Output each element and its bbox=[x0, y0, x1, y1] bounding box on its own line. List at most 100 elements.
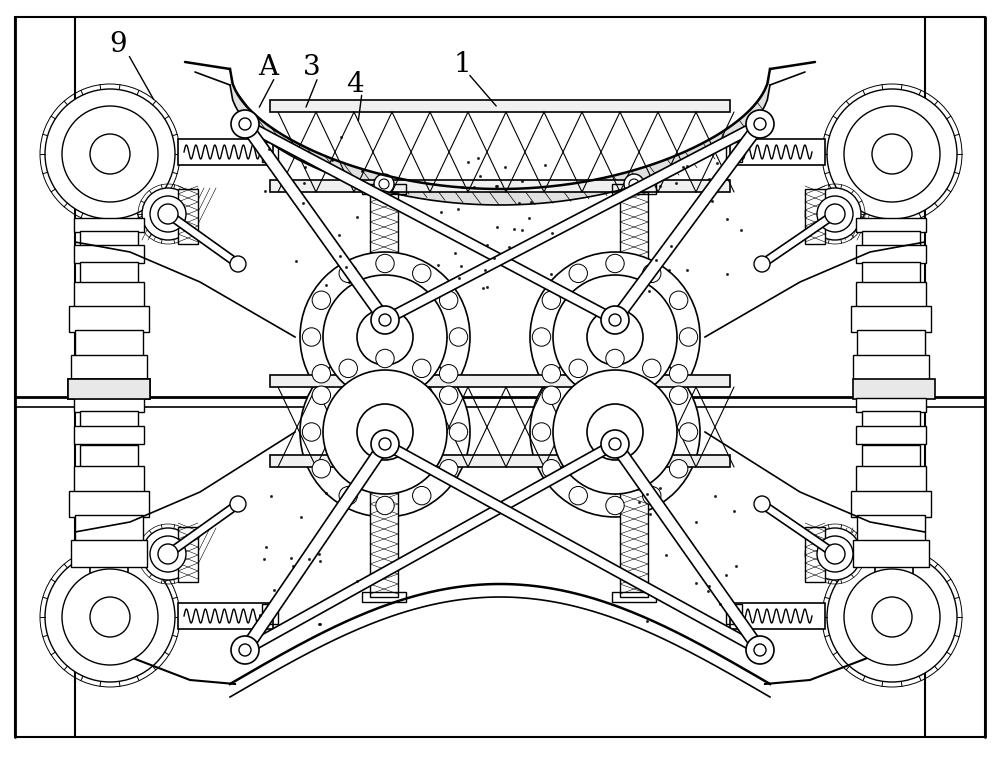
Circle shape bbox=[339, 391, 357, 410]
Circle shape bbox=[150, 196, 186, 232]
Polygon shape bbox=[610, 120, 765, 323]
Bar bbox=[856, 398, 926, 412]
Bar bbox=[726, 142, 742, 162]
Bar bbox=[612, 312, 656, 322]
Circle shape bbox=[827, 552, 957, 682]
Circle shape bbox=[230, 496, 246, 512]
Point bbox=[486, 252, 502, 265]
Bar bbox=[80, 411, 138, 427]
Bar bbox=[178, 189, 198, 244]
Polygon shape bbox=[760, 501, 837, 557]
Circle shape bbox=[679, 423, 698, 442]
Polygon shape bbox=[240, 441, 390, 653]
Point bbox=[450, 203, 466, 215]
Circle shape bbox=[553, 275, 677, 399]
Circle shape bbox=[877, 139, 907, 169]
Circle shape bbox=[809, 188, 861, 240]
Bar bbox=[74, 398, 144, 412]
Point bbox=[675, 161, 691, 173]
Circle shape bbox=[439, 291, 458, 310]
Point bbox=[258, 540, 274, 553]
Circle shape bbox=[413, 264, 431, 283]
Point bbox=[477, 263, 493, 276]
Bar bbox=[362, 312, 406, 322]
Bar bbox=[856, 282, 926, 308]
Point bbox=[333, 130, 349, 143]
Polygon shape bbox=[240, 120, 390, 323]
Circle shape bbox=[606, 401, 624, 420]
Bar bbox=[178, 603, 273, 629]
Circle shape bbox=[872, 597, 912, 637]
Circle shape bbox=[158, 544, 178, 564]
Point bbox=[709, 157, 725, 169]
Circle shape bbox=[754, 496, 770, 512]
Circle shape bbox=[530, 347, 700, 517]
Circle shape bbox=[62, 569, 158, 665]
Circle shape bbox=[601, 430, 629, 458]
Point bbox=[256, 554, 272, 566]
Circle shape bbox=[542, 386, 561, 405]
Point bbox=[454, 181, 470, 194]
Circle shape bbox=[439, 459, 458, 478]
Point bbox=[324, 154, 340, 166]
Circle shape bbox=[754, 256, 770, 272]
Point bbox=[470, 151, 486, 164]
Circle shape bbox=[300, 347, 470, 517]
Point bbox=[652, 482, 668, 494]
Circle shape bbox=[230, 256, 246, 272]
Circle shape bbox=[827, 206, 843, 222]
Circle shape bbox=[95, 602, 125, 632]
Circle shape bbox=[817, 196, 853, 232]
Circle shape bbox=[142, 188, 194, 240]
Circle shape bbox=[302, 423, 321, 442]
Circle shape bbox=[569, 264, 587, 283]
Circle shape bbox=[312, 386, 331, 405]
Circle shape bbox=[95, 139, 125, 169]
Point bbox=[663, 239, 679, 252]
Point bbox=[688, 577, 704, 589]
Bar bbox=[80, 262, 138, 284]
Bar bbox=[74, 245, 144, 263]
Point bbox=[451, 272, 467, 284]
Point bbox=[497, 161, 513, 173]
Circle shape bbox=[669, 386, 688, 405]
Point bbox=[700, 585, 716, 598]
Circle shape bbox=[643, 391, 661, 410]
Circle shape bbox=[231, 636, 259, 664]
Bar bbox=[80, 445, 138, 467]
Circle shape bbox=[439, 386, 458, 405]
Bar bbox=[370, 472, 398, 597]
Bar bbox=[875, 222, 913, 397]
Bar bbox=[178, 139, 273, 165]
Bar bbox=[262, 604, 278, 624]
Circle shape bbox=[669, 459, 688, 478]
Point bbox=[648, 254, 664, 266]
Point bbox=[475, 283, 491, 295]
Circle shape bbox=[877, 602, 907, 632]
Bar bbox=[851, 306, 931, 332]
Circle shape bbox=[569, 486, 587, 505]
Polygon shape bbox=[166, 501, 240, 557]
Point bbox=[479, 239, 495, 251]
Circle shape bbox=[827, 89, 957, 219]
Text: 4: 4 bbox=[346, 72, 364, 98]
Point bbox=[641, 285, 657, 297]
Bar bbox=[68, 379, 150, 399]
Circle shape bbox=[809, 528, 861, 580]
Bar bbox=[362, 592, 406, 602]
Bar bbox=[730, 139, 825, 165]
Point bbox=[652, 179, 668, 191]
Point bbox=[658, 549, 674, 561]
Circle shape bbox=[339, 486, 357, 505]
Circle shape bbox=[160, 206, 176, 222]
Polygon shape bbox=[243, 120, 617, 324]
Point bbox=[447, 247, 463, 259]
Bar bbox=[69, 491, 149, 517]
Bar bbox=[853, 355, 929, 382]
Point bbox=[433, 205, 449, 218]
Point bbox=[261, 143, 277, 155]
Point bbox=[514, 224, 530, 236]
Bar bbox=[270, 455, 730, 467]
Bar bbox=[362, 464, 406, 474]
Circle shape bbox=[606, 349, 624, 367]
